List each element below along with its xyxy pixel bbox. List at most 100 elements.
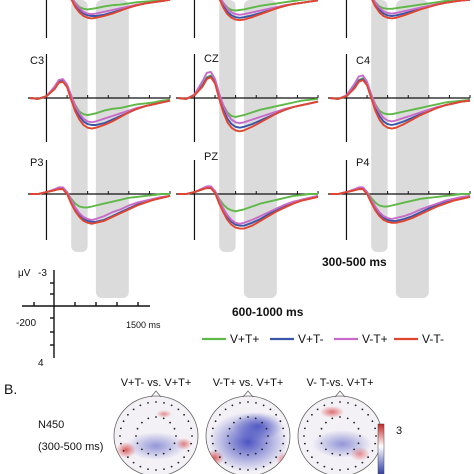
scale-y-bottom-label: 4 (38, 358, 44, 369)
erp-panel (328, 160, 471, 240)
electrode-dot (323, 404, 326, 407)
electrode-dot (169, 448, 172, 451)
electrode-dot (353, 448, 355, 451)
electrode-dot (320, 427, 323, 430)
scale-y-top-label: -3 (38, 268, 47, 279)
electrode-dot (239, 417, 242, 420)
electrode-dot (283, 435, 285, 437)
erp-panel (193, 0, 319, 38)
electrode-dot (139, 404, 142, 407)
electrode-dot (170, 465, 173, 468)
series-line (371, 0, 471, 20)
electrode-dot (339, 401, 341, 403)
electrode-dot (311, 456, 313, 459)
electrode-dot (357, 442, 360, 445)
electrode-dot (254, 417, 257, 420)
electrode-dot (132, 408, 135, 411)
erp-panel (28, 160, 171, 240)
electrode-dot (120, 427, 122, 430)
electrode-dot (224, 461, 227, 464)
electrode-dot (162, 452, 165, 455)
electrode-dot (190, 427, 193, 430)
electrode-dot (275, 413, 277, 416)
activation-region (156, 410, 172, 418)
electrode-dot (254, 452, 257, 455)
erp-panel (176, 160, 319, 240)
electrode-dot (239, 402, 241, 404)
electrode-dot (224, 408, 227, 411)
late-window-label: 600-1000 ms (232, 305, 304, 319)
electrode-label-p3: P3 (30, 157, 43, 169)
electrode-label-c3: C3 (30, 55, 44, 67)
time-window-bands (71, 0, 429, 298)
electrode-dot (183, 413, 186, 416)
series-line (177, 76, 319, 133)
time-window-band (219, 0, 236, 252)
electrode-dot (136, 442, 139, 445)
electrode-dot (304, 427, 306, 430)
electrode-dot (325, 421, 327, 424)
electrode-dot (212, 442, 214, 445)
electrode-dot (219, 413, 221, 416)
map-title-3: V- T-vs. V+T+ (306, 377, 373, 389)
scale-x-left-label: -200 (16, 318, 36, 329)
electrode-dot (175, 435, 177, 437)
nose-marker (150, 390, 162, 398)
electrode-dot (361, 408, 364, 411)
electrode-dot (316, 461, 319, 464)
electrode-dot (320, 442, 323, 445)
series-line (329, 79, 471, 130)
electrode-dot (147, 402, 149, 404)
electrode-dot (219, 456, 221, 459)
electrode-dot (304, 442, 306, 445)
electrode-dot (375, 435, 377, 437)
series-line (30, 188, 171, 225)
electrode-dot (269, 408, 272, 411)
series-line (220, 0, 312, 12)
electrode-dot (339, 416, 341, 418)
series-line (218, 0, 319, 22)
electrode-dot (319, 435, 321, 437)
activation-region (276, 452, 290, 468)
electrode-dot (119, 435, 121, 437)
electrode-dot (132, 461, 135, 464)
electrode-dot (303, 435, 305, 437)
electrode-dot (212, 427, 214, 430)
legend-label-vptm: V+T- (298, 332, 324, 346)
map-title-2: V-T+ vs. V+T+ (213, 377, 284, 389)
erp-panel (28, 54, 171, 142)
electrode-dot (353, 421, 355, 424)
series-line (30, 186, 171, 221)
electrode-dot (228, 427, 231, 430)
electrode-dot (147, 468, 149, 470)
electrode-dot (247, 454, 249, 456)
electrode-dot (331, 417, 334, 420)
electrode-dot (163, 468, 165, 470)
electrode-dot (239, 452, 242, 455)
electrode-dot (354, 404, 357, 407)
series-line (178, 185, 319, 225)
topomaps (113, 390, 383, 474)
electrode-dot (367, 413, 369, 416)
series-line (70, 0, 171, 20)
electrode-dot (265, 442, 268, 445)
electrode-dot (262, 404, 265, 407)
electrode-dot (361, 461, 364, 464)
erp-panel (45, 0, 171, 38)
legend-label-vmtp: V-T+ (362, 332, 388, 346)
erp-panel (328, 54, 471, 142)
electrode-dot (359, 435, 361, 437)
activation-region (320, 406, 344, 418)
electrode-dot (187, 420, 190, 423)
electrode-dot (261, 448, 263, 451)
electrode-dot (228, 442, 231, 445)
colorbar (377, 423, 385, 474)
topomap (113, 390, 199, 474)
electrode-dot (247, 416, 249, 418)
electrode-label-cz: CZ (204, 53, 219, 65)
electrode-dot (211, 435, 213, 437)
electrode-dot (367, 456, 369, 459)
series-line (330, 186, 471, 220)
legend-label-vmtm: V-T- (422, 332, 444, 346)
